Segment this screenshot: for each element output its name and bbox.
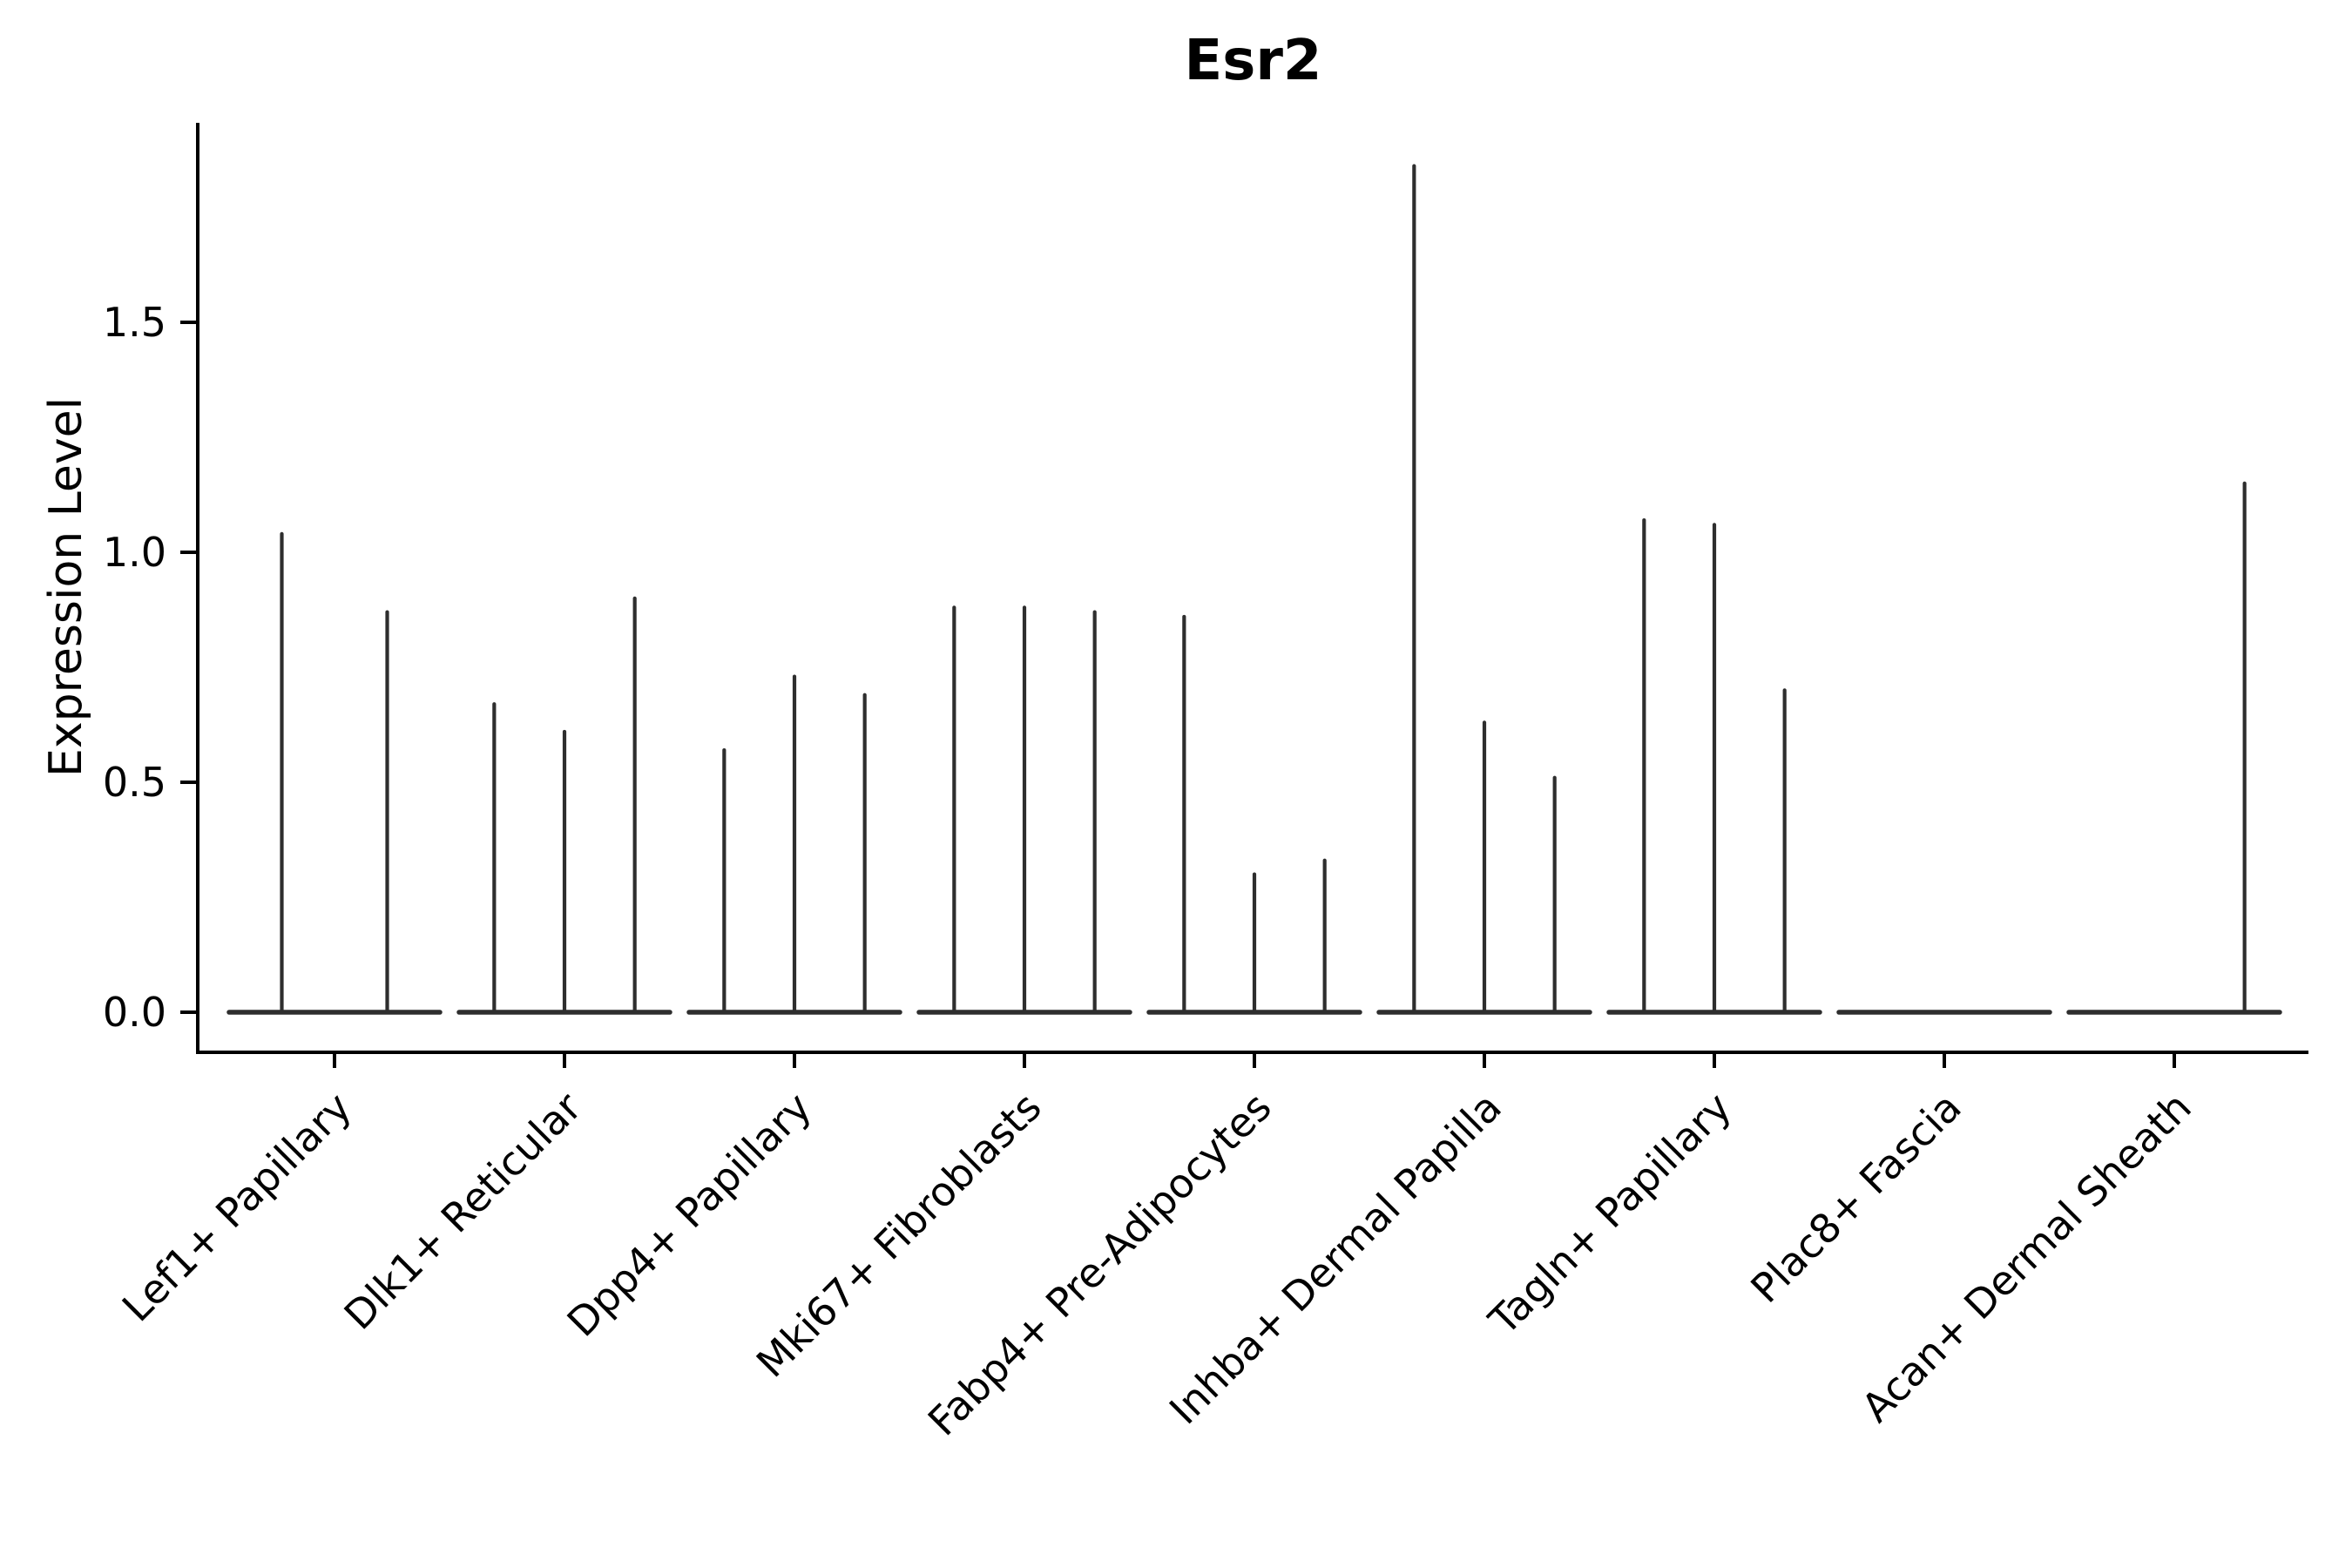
chart-title: Esr2	[1184, 29, 1322, 93]
y-tick-label: 1.0	[103, 529, 166, 576]
x-tick-label: Plac8+ Fascia	[1741, 1084, 1970, 1312]
x-tick-label: Lef1+ Papillary	[113, 1084, 361, 1331]
y-tick-label: 0.5	[103, 759, 166, 806]
axes-spines	[196, 123, 2308, 1054]
x-tick-label: Dlk1+ Reticular	[335, 1084, 591, 1339]
y-tick-label: 0.0	[103, 989, 166, 1036]
y-axis-label: Expression Level	[40, 396, 92, 778]
y-tick-label: 1.5	[103, 299, 166, 346]
x-tick-label: Dpp4+ Papillary	[558, 1084, 821, 1346]
x-tick-label: Tagln+ Papillary	[1479, 1084, 1740, 1345]
